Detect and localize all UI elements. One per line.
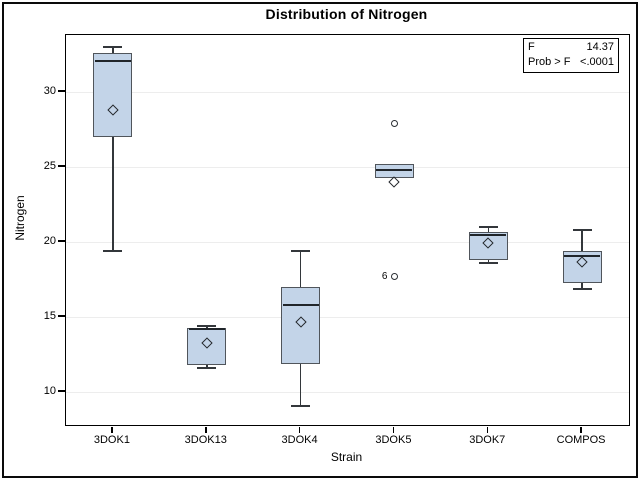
box-3DOK13 <box>187 327 227 365</box>
lower-whisker <box>581 282 583 289</box>
lower-whisker-cap <box>103 250 123 252</box>
x-tick-mark <box>392 427 395 433</box>
y-tick-label: 15 <box>43 310 56 322</box>
x-tick-mark <box>298 427 301 433</box>
lower-whisker <box>112 137 114 251</box>
box-3DOK7 <box>468 231 508 260</box>
outlier-point <box>390 273 398 280</box>
y-tick-mark <box>58 390 65 392</box>
lower-whisker <box>299 363 302 406</box>
upper-whisker <box>581 230 583 251</box>
x-tick-label: 3DOK4 <box>281 434 318 446</box>
upper-whisker <box>299 251 302 287</box>
plot-area: 6 <box>65 34 630 426</box>
y-tick-label: 20 <box>43 235 56 247</box>
lower-whisker-cap <box>197 367 217 369</box>
upper-whisker <box>487 227 489 232</box>
lower-whisker-cap <box>291 404 311 407</box>
mean-marker <box>388 176 401 188</box>
x-tick-label: 3DOK7 <box>469 434 506 446</box>
upper-whisker-cap <box>478 226 498 228</box>
y-tick-mark <box>58 165 65 167</box>
median-line <box>564 254 601 257</box>
x-tick-mark <box>205 427 207 433</box>
y-tick-label: 30 <box>43 85 56 97</box>
median-line <box>376 169 413 171</box>
gridline <box>66 241 629 243</box>
upper-whisker-cap <box>197 325 217 327</box>
lower-whisker-cap <box>478 262 498 264</box>
gridline <box>66 166 629 168</box>
y-tick-mark <box>58 90 65 92</box>
stat-label-prob: Prob > F <box>528 56 571 68</box>
upper-whisker-cap <box>572 229 592 231</box>
stat-value-prob: <.0001 <box>580 56 614 68</box>
gridline <box>66 316 629 318</box>
median-line <box>282 304 319 306</box>
stat-box: F 14.37 Prob > F <.0001 <box>523 38 619 73</box>
stat-label-f: F <box>528 41 535 53</box>
x-tick-label: 3DOK13 <box>184 434 227 446</box>
stat-row-f: F 14.37 <box>528 40 614 55</box>
median-line <box>188 328 225 330</box>
x-tick-mark <box>486 427 488 433</box>
lower-whisker <box>487 260 489 263</box>
y-tick-mark <box>58 315 65 317</box>
x-tick-label: 3DOK5 <box>375 434 412 446</box>
x-tick-mark <box>580 427 582 433</box>
median-line <box>94 59 131 62</box>
chart-title: Distribution of Nitrogen <box>265 6 428 22</box>
x-tick-label: 3DOK1 <box>93 434 130 446</box>
box-3DOK1 <box>93 53 133 137</box>
gridline <box>66 91 629 93</box>
gridline <box>66 391 629 393</box>
stat-value-f: 14.37 <box>586 41 614 53</box>
median-line <box>470 233 507 236</box>
y-tick-label: 10 <box>43 385 56 397</box>
lower-whisker <box>206 365 208 368</box>
box-3DOK4 <box>281 287 321 364</box>
y-tick-label: 25 <box>43 160 56 172</box>
y-tick-mark <box>58 240 65 242</box>
x-tick-label: COMPOS <box>556 434 606 446</box>
stat-row-prob: Prob > F <.0001 <box>528 55 614 70</box>
upper-whisker <box>112 47 114 53</box>
upper-whisker-cap <box>103 46 123 48</box>
x-tick-mark <box>111 427 113 433</box>
outlier-label: 6 <box>381 271 388 282</box>
upper-whisker-cap <box>291 250 311 252</box>
x-axis-title: Strain <box>330 450 363 464</box>
lower-whisker-cap <box>572 287 592 290</box>
outlier-point <box>390 120 398 127</box>
